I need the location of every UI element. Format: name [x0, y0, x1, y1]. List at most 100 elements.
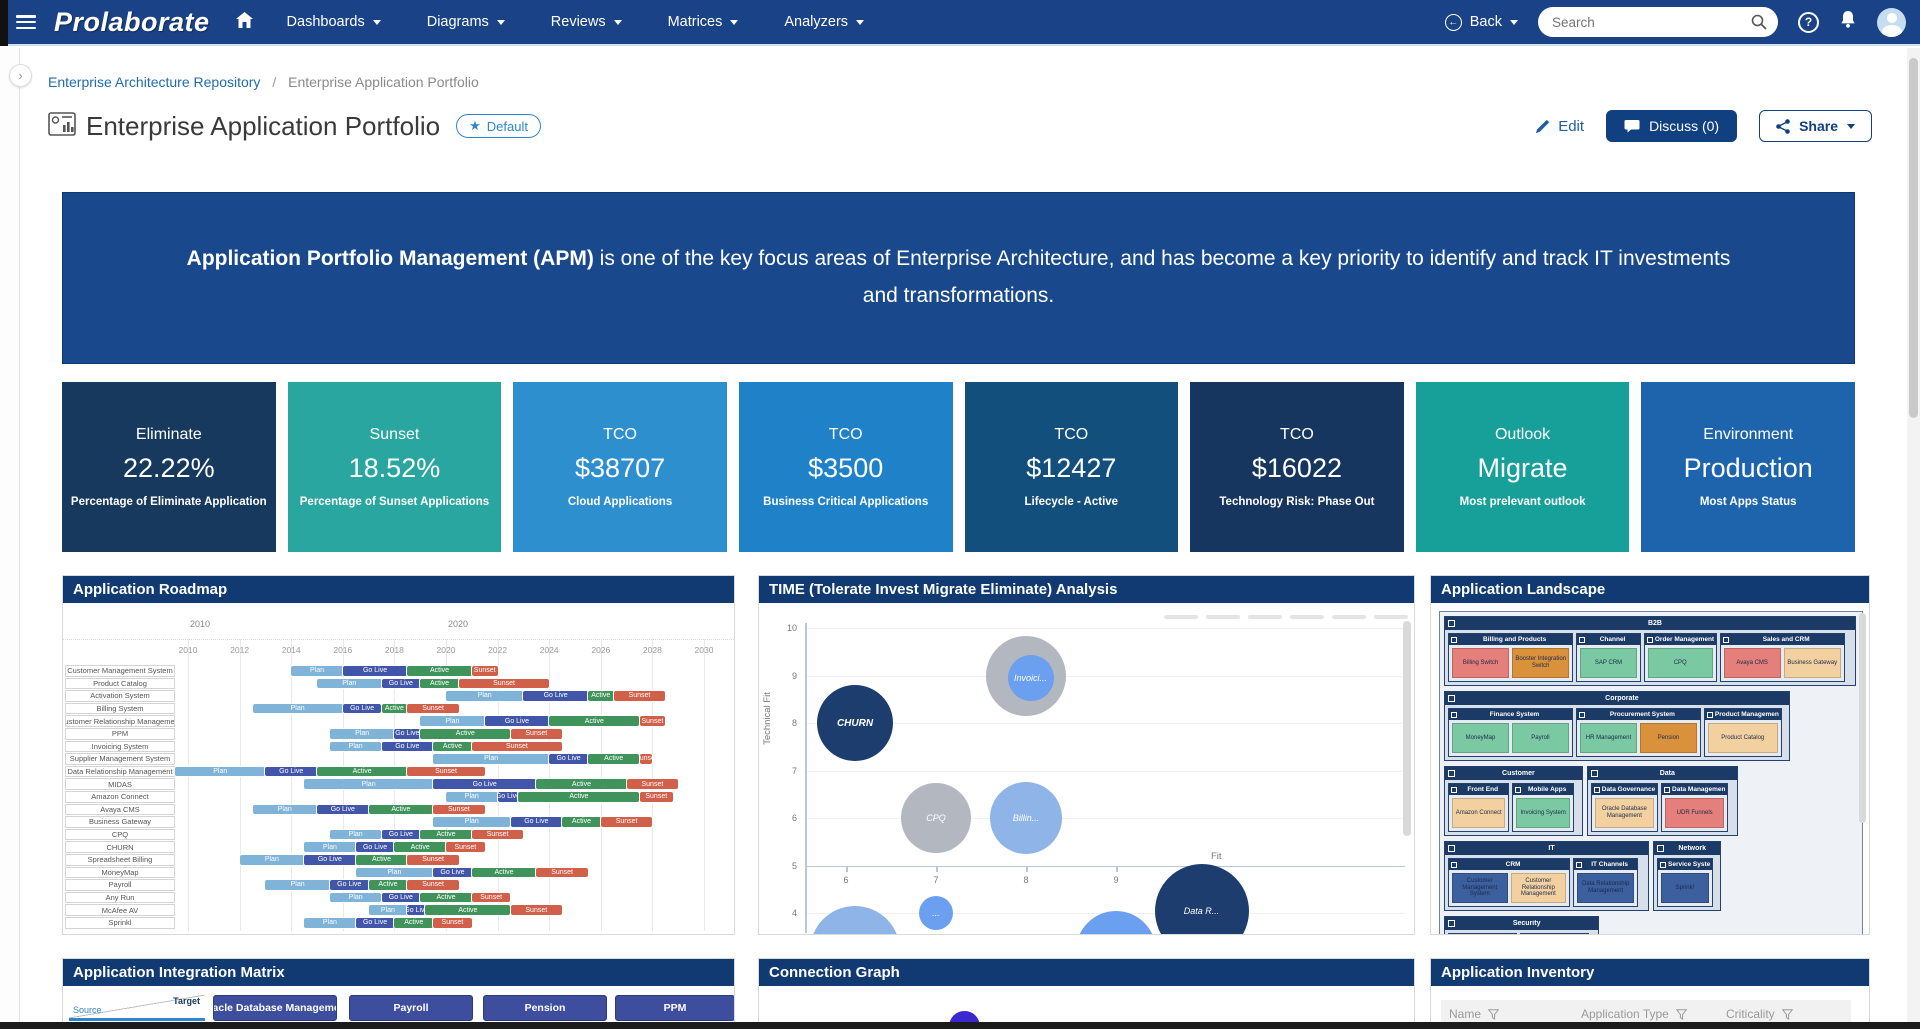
filter-funnel-icon[interactable] [1488, 1008, 1500, 1020]
gantt-bar-plan[interactable]: Plan [355, 867, 434, 878]
gantt-bar-active[interactable]: Active [549, 716, 640, 726]
gantt-bar-plan[interactable]: Plan [420, 716, 485, 726]
discuss-button[interactable]: Discuss (0) [1606, 110, 1738, 142]
inventory-column-application-type[interactable]: Application Type [1581, 1007, 1687, 1021]
gantt-bar-active[interactable]: Active [587, 754, 640, 764]
page-scrollbar-thumb[interactable] [1909, 58, 1918, 418]
gantt-bar-go_live[interactable]: Go Live [381, 829, 421, 840]
gantt-bar-sunset[interactable]: Sunset [471, 666, 498, 676]
matrix-column-header[interactable]: Payroll [349, 995, 473, 1021]
gantt-bar-active[interactable]: Active [394, 918, 434, 928]
gantt-bar-go_live[interactable]: Go Live [381, 892, 421, 903]
gantt-bar-sunset[interactable]: Sunset [446, 842, 485, 852]
gantt-bar-plan[interactable]: Plan [291, 666, 343, 676]
landscape-group-it-channels[interactable]: IT Channels Data Relationship Management [1573, 858, 1639, 907]
back-button[interactable]: ← Back [1444, 13, 1518, 31]
gantt-bar-active[interactable]: Active [381, 703, 408, 714]
landscape-group-channel[interactable]: Channel SAP CRM [1576, 633, 1641, 682]
gantt-bar-plan[interactable]: Plan [329, 741, 382, 752]
landscape-app-box[interactable]: Booster Integration Switch [1512, 648, 1570, 678]
kpi-card-eliminate[interactable]: Eliminate 22.22% Percentage of Eliminate A… [62, 382, 276, 552]
legend-dash[interactable] [1374, 615, 1408, 619]
gantt-bar-active[interactable]: Active [471, 867, 537, 878]
collapse-square-icon[interactable] [1646, 636, 1653, 643]
gantt-bar-sunset[interactable]: Sunset [626, 779, 679, 789]
kpi-card-outlook[interactable]: Outlook Migrate Most prelevant outlook [1415, 382, 1630, 552]
collapse-square-icon[interactable] [1448, 695, 1455, 702]
gantt-bar-sunset[interactable]: Sunset [510, 905, 563, 915]
home-icon[interactable] [235, 11, 253, 33]
time-bubble-invoici[interactable]: Invoici... [1007, 654, 1054, 701]
collapse-square-icon[interactable] [1576, 861, 1583, 868]
nav-item-reviews[interactable]: Reviews [551, 14, 622, 30]
landscape-group-data-governance[interactable]: Data Governance Oracle Database Managemen… [1590, 783, 1659, 832]
gantt-bar-plan[interactable]: Plan [433, 754, 550, 764]
landscape-app-box[interactable]: Sprinkl [1661, 873, 1709, 903]
gantt-bar-sunset[interactable]: Sunset [433, 804, 485, 815]
search-input[interactable] [1538, 7, 1778, 37]
gantt-bar-go_live[interactable]: Go Live [342, 703, 382, 714]
landscape-group-billing-and-products[interactable]: Billing and Products Billing Switch Booste… [1448, 633, 1574, 682]
gantt-bar-plan[interactable]: Plan [446, 691, 524, 701]
gantt-bar-go_live[interactable]: Go Live [510, 817, 563, 827]
time-bubble[interactable] [810, 906, 900, 934]
landscape-section-b2b[interactable]: B2B Billing and Products Billing Switch Boo… [1444, 616, 1856, 686]
landscape-group-sales-and-crm[interactable]: Sales and CRM Avaya CMS Business Gateway [1719, 633, 1845, 682]
landscape-group-order-management[interactable]: Order Management CPQ [1643, 633, 1717, 682]
collapse-square-icon[interactable] [1448, 620, 1455, 627]
landscape-app-box[interactable]: Product Catalog [1707, 723, 1778, 753]
landscape-app-box[interactable]: Amazon Connect [1452, 798, 1506, 828]
gantt-bar-go_live[interactable]: Go Live [497, 792, 519, 802]
landscape-app-box[interactable]: MoneyMap [1452, 723, 1509, 753]
gantt-bar-go_live[interactable]: Go Live [407, 905, 426, 915]
nav-item-analyzers[interactable]: Analyzers [784, 14, 865, 30]
gantt-bar-active[interactable]: Active [407, 666, 472, 676]
gantt-bar-sunset[interactable]: Sunset [471, 741, 563, 752]
gantt-bar-go_live[interactable]: Go Live [549, 754, 588, 764]
landscape-app-box[interactable]: Business Gateway [1783, 648, 1841, 678]
gantt-bar-go_live[interactable]: Go Live [433, 867, 472, 878]
gantt-bar-sunset[interactable]: Sunset [407, 880, 459, 890]
inventory-column-criticality[interactable]: Criticality [1726, 1007, 1793, 1021]
landscape-app-box[interactable]: SAP CRM [1580, 648, 1637, 678]
gantt-bar-go_live[interactable]: Go Live [433, 779, 537, 789]
gantt-bar-sunset[interactable]: Sunset [639, 716, 666, 726]
landscape-group-procurement-system[interactable]: Procurement System HR Management Pension [1575, 708, 1701, 757]
landscape-app-box[interactable]: Customer Management System [1452, 873, 1508, 903]
gantt-bar-active[interactable]: Active [433, 741, 472, 752]
collapse-square-icon[interactable] [1706, 711, 1713, 718]
matrix-column-header[interactable]: Oracle Database Management [213, 995, 337, 1021]
gantt-bar-plan[interactable]: Plan [329, 892, 382, 903]
landscape-section-it[interactable]: IT CRM Customer Management System Customer … [1444, 841, 1649, 911]
gantt-bar-go_live[interactable]: Go Live [265, 766, 317, 777]
landscape-section-data[interactable]: Data Data Governance Oracle Database Manag… [1586, 766, 1738, 836]
notifications-bell-icon[interactable] [1839, 10, 1857, 34]
landscape-app-box[interactable]: Pension [1639, 723, 1697, 753]
search-icon[interactable] [1751, 14, 1767, 35]
gantt-bar-go_live[interactable]: Go Live [523, 691, 588, 701]
collapse-square-icon[interactable] [1448, 845, 1455, 852]
time-bubble-churn[interactable]: CHURN [817, 685, 893, 761]
kpi-card-sunset[interactable]: Sunset 18.52% Percentage of Sunset Applica… [287, 382, 502, 552]
legend-dash[interactable] [1248, 615, 1282, 619]
collapse-square-icon[interactable] [1451, 636, 1457, 643]
collapse-square-icon[interactable] [1593, 786, 1600, 793]
time-bubble-datar[interactable]: Data R... [1154, 863, 1249, 934]
landscape-app-box[interactable]: HR Management [1579, 723, 1637, 753]
gantt-bar-go_live[interactable]: Go Live [381, 678, 421, 689]
gantt-bar-go_live[interactable]: Go Live [304, 855, 356, 865]
gantt-bar-active[interactable]: Active [355, 855, 408, 865]
gantt-bar-sunset[interactable]: Sunset [639, 754, 653, 764]
landscape-section-security[interactable]: Security Security CentralAny RunSecurity … [1444, 916, 1600, 934]
nav-item-dashboards[interactable]: Dashboards [287, 14, 381, 30]
inventory-column-name[interactable]: Name [1449, 1007, 1500, 1021]
collapse-square-icon[interactable] [1660, 861, 1666, 868]
gantt-bar-active[interactable]: Active [425, 905, 511, 915]
edit-button[interactable]: Edit [1535, 118, 1584, 135]
collapse-square-icon[interactable] [1590, 770, 1598, 777]
gantt-bar-sunset[interactable]: Sunset [510, 729, 563, 739]
gantt-bar-sunset[interactable]: Sunset [471, 829, 524, 840]
time-panel-scrollbar[interactable] [1403, 621, 1411, 836]
collapse-square-icon[interactable] [1579, 636, 1586, 643]
collapse-square-icon[interactable] [1451, 786, 1457, 793]
